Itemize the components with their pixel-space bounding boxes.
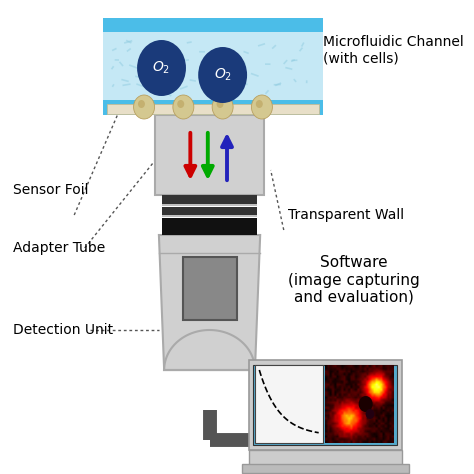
- Bar: [163, 207, 257, 215]
- Text: $O_2$: $O_2$: [214, 67, 232, 83]
- Circle shape: [217, 100, 224, 108]
- Bar: [242, 464, 409, 473]
- Bar: [255, 365, 323, 443]
- Circle shape: [256, 100, 263, 108]
- Bar: [103, 100, 323, 115]
- Bar: [183, 257, 237, 320]
- Text: Detection Unit: Detection Unit: [13, 323, 113, 337]
- Bar: [163, 215, 257, 217]
- Circle shape: [138, 100, 145, 108]
- Text: Software
(image capturing
and evaluation): Software (image capturing and evaluation…: [288, 255, 420, 305]
- Circle shape: [173, 95, 194, 119]
- Bar: [103, 32, 323, 100]
- Circle shape: [212, 95, 233, 119]
- Polygon shape: [159, 235, 260, 370]
- Circle shape: [365, 409, 374, 419]
- Bar: [249, 450, 401, 465]
- Text: Microfluidic Channel
(with cells): Microfluidic Channel (with cells): [323, 35, 464, 65]
- Circle shape: [359, 396, 373, 412]
- Bar: [103, 18, 323, 32]
- Bar: [108, 104, 319, 114]
- Text: Sensor Foil: Sensor Foil: [13, 183, 89, 197]
- Bar: [163, 218, 257, 235]
- Circle shape: [134, 95, 155, 119]
- Bar: [253, 365, 397, 445]
- Text: Transparent Wall: Transparent Wall: [288, 208, 404, 222]
- Circle shape: [198, 47, 247, 103]
- Text: $O_2$: $O_2$: [153, 60, 171, 76]
- Bar: [249, 360, 401, 450]
- Polygon shape: [164, 330, 255, 370]
- Bar: [163, 195, 257, 204]
- Circle shape: [177, 100, 184, 108]
- Bar: [163, 204, 257, 206]
- Circle shape: [137, 40, 186, 96]
- Circle shape: [251, 95, 273, 119]
- Bar: [155, 115, 264, 195]
- Text: Adapter Tube: Adapter Tube: [13, 241, 105, 255]
